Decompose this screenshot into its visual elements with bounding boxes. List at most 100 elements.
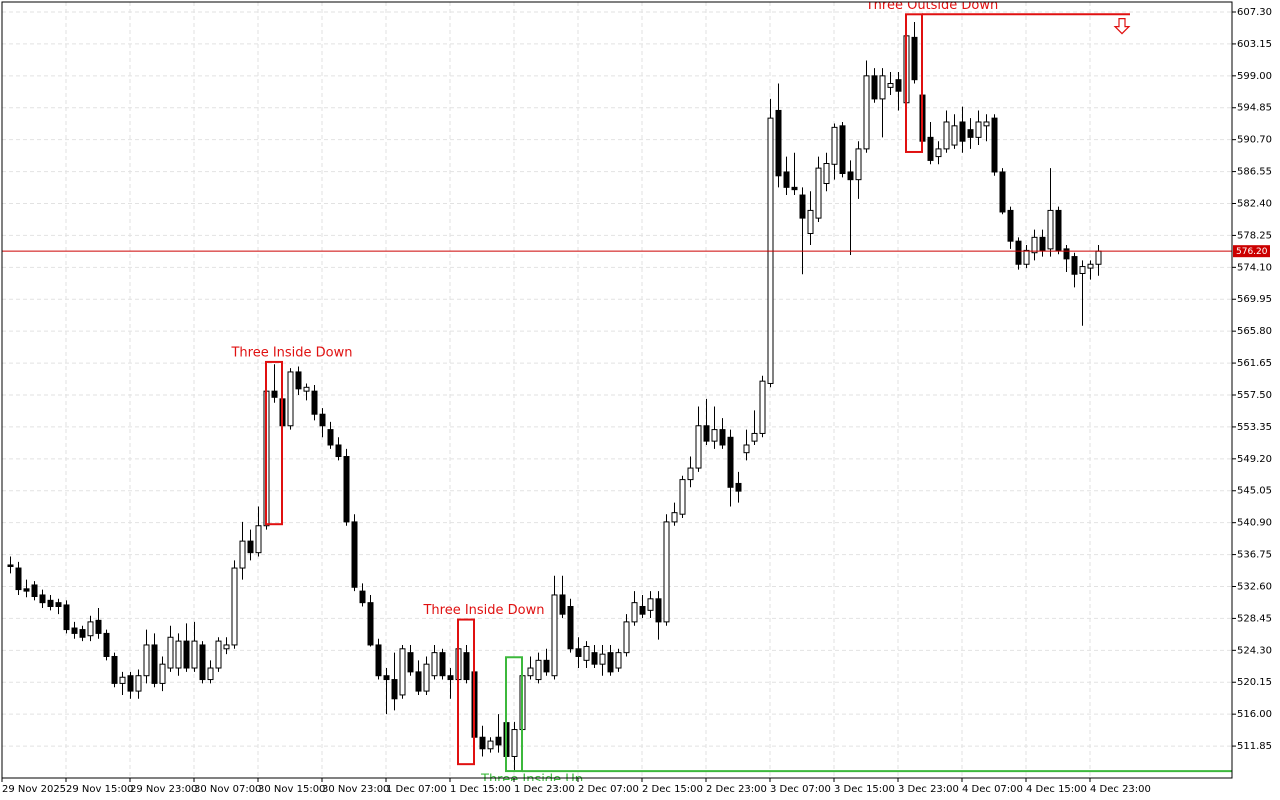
- candle-body: [135, 675, 142, 692]
- candle-body: [591, 652, 598, 665]
- y-tick-label: 607.30: [1237, 7, 1272, 18]
- candle-body: [991, 117, 998, 173]
- y-tick-label: 545.05: [1237, 486, 1272, 497]
- candle-body: [663, 521, 670, 623]
- candle-body: [551, 594, 558, 677]
- candle-body: [799, 194, 806, 219]
- candle-body: [599, 653, 606, 665]
- x-tick-label: 3 Dec 15:00: [834, 784, 895, 795]
- candle-body: [1031, 236, 1038, 254]
- y-tick-label: 557.50: [1237, 390, 1272, 401]
- pattern-label: Three Inside Down: [230, 345, 352, 360]
- last-price-box: [1233, 245, 1270, 258]
- x-tick-label: 4 Dec 15:00: [1026, 784, 1087, 795]
- y-tick-label: 553.35: [1237, 422, 1272, 433]
- candle-body: [335, 444, 342, 458]
- candle-body: [999, 171, 1006, 213]
- candle-body: [271, 390, 278, 398]
- pattern-box: [457, 618, 475, 766]
- y-tick-label: 549.20: [1237, 454, 1272, 465]
- candle-body: [751, 432, 758, 442]
- candle-body: [143, 644, 150, 677]
- candle-body: [167, 636, 174, 669]
- y-tick-label: 528.45: [1237, 613, 1272, 624]
- candle-body: [1015, 240, 1022, 265]
- candle-body: [775, 109, 782, 177]
- candle-body: [415, 671, 422, 692]
- x-tick-label: 1 Dec 07:00: [386, 784, 447, 795]
- candle-body: [983, 121, 990, 127]
- x-tick-label: 4 Dec 07:00: [962, 784, 1023, 795]
- candle-body: [255, 525, 262, 554]
- candle-body: [303, 386, 310, 392]
- candle-body: [359, 590, 366, 604]
- candle-body: [1087, 263, 1094, 269]
- candle-body: [479, 736, 486, 750]
- candle-body: [23, 588, 30, 592]
- candle-body: [1039, 236, 1046, 251]
- candle-body: [319, 413, 326, 427]
- plot-border: [1, 1, 1233, 779]
- candle-body: [1023, 249, 1030, 265]
- candle-body: [127, 675, 134, 692]
- candle-body: [703, 425, 710, 442]
- candle-body: [855, 148, 862, 181]
- candle-body: [687, 467, 694, 481]
- candle-body: [399, 648, 406, 696]
- grid: [1, 2, 1232, 778]
- pattern-label: Three Inside Up: [480, 773, 583, 788]
- candle-body: [487, 740, 494, 750]
- candle-body: [1095, 250, 1102, 265]
- x-tick-label: 29 Nov 15:00: [66, 784, 133, 795]
- candle-body: [407, 652, 414, 673]
- candle-body: [647, 598, 654, 611]
- pattern-label: Three Inside Down: [422, 603, 544, 618]
- candle-body: [431, 652, 438, 677]
- x-tick-label: 30 Nov 15:00: [258, 784, 325, 795]
- candle-body: [367, 602, 374, 646]
- y-tick-label: 603.15: [1237, 39, 1272, 50]
- candle-body: [871, 75, 878, 100]
- y-tick-label: 590.70: [1237, 135, 1272, 146]
- signal-arrow: [1113, 18, 1131, 35]
- candle-body: [231, 567, 238, 646]
- candle-body: [967, 129, 974, 138]
- candle-body: [783, 171, 790, 188]
- candle-body: [63, 604, 70, 631]
- x-tick-label: 2 Dec 15:00: [642, 784, 703, 795]
- candle-body: [559, 594, 566, 615]
- candle-body: [639, 605, 646, 615]
- candle-body: [623, 621, 630, 654]
- candle-body: [807, 209, 814, 234]
- candle-body: [711, 429, 718, 442]
- candle-body: [351, 521, 358, 588]
- x-tick-label: 29 Nov 2025: [2, 784, 66, 795]
- candle-body: [1063, 248, 1070, 260]
- candle-body: [679, 479, 686, 515]
- candle-body: [887, 83, 894, 88]
- candle-body: [119, 676, 126, 684]
- pattern-box: [505, 656, 523, 773]
- candle-body: [31, 584, 38, 597]
- candle-body: [447, 675, 454, 681]
- candle-body: [111, 655, 118, 684]
- candle-body: [439, 652, 446, 677]
- candle-body: [575, 648, 582, 657]
- x-tick-label: 1 Dec 15:00: [450, 784, 511, 795]
- x-tick-label: 1 Dec 23:00: [514, 784, 575, 795]
- candle-body: [327, 429, 334, 446]
- candle-body: [423, 663, 430, 692]
- candle-body: [87, 621, 94, 637]
- x-tick-label: 3 Dec 23:00: [898, 784, 959, 795]
- candle-body: [935, 148, 942, 158]
- y-tick-label: 516.00: [1237, 709, 1272, 720]
- candle-body: [495, 736, 502, 746]
- candle-body: [735, 482, 742, 492]
- y-tick-label: 540.90: [1237, 518, 1272, 529]
- candle-body: [183, 640, 190, 669]
- candle-body: [223, 644, 230, 650]
- candle-body: [943, 121, 950, 150]
- candle-body: [1071, 256, 1078, 275]
